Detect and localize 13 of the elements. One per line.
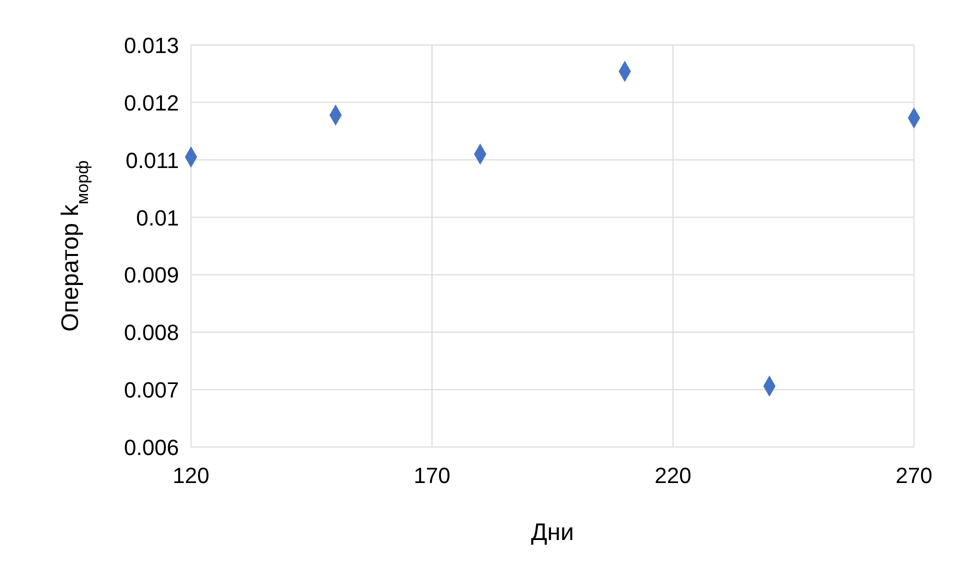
y-tick-label: 0.009 — [124, 262, 179, 288]
y-tick-label: 0.007 — [124, 378, 179, 403]
x-tick-label: 220 — [654, 463, 692, 488]
y-tick-label: 0.01 — [136, 205, 179, 230]
x-tick-label: 270 — [896, 463, 932, 488]
x-axis-title: Дни — [531, 519, 574, 546]
x-tick-label: 170 — [414, 463, 450, 488]
y-tick-label: 0.013 — [124, 33, 179, 58]
y-tick-label: 0.012 — [124, 90, 179, 116]
y-tick-label: 0.008 — [124, 320, 179, 346]
x-tick-label: 120 — [172, 463, 210, 488]
y-tick-label: 0.011 — [126, 148, 179, 173]
y-tick-label: 0.006 — [124, 435, 179, 460]
